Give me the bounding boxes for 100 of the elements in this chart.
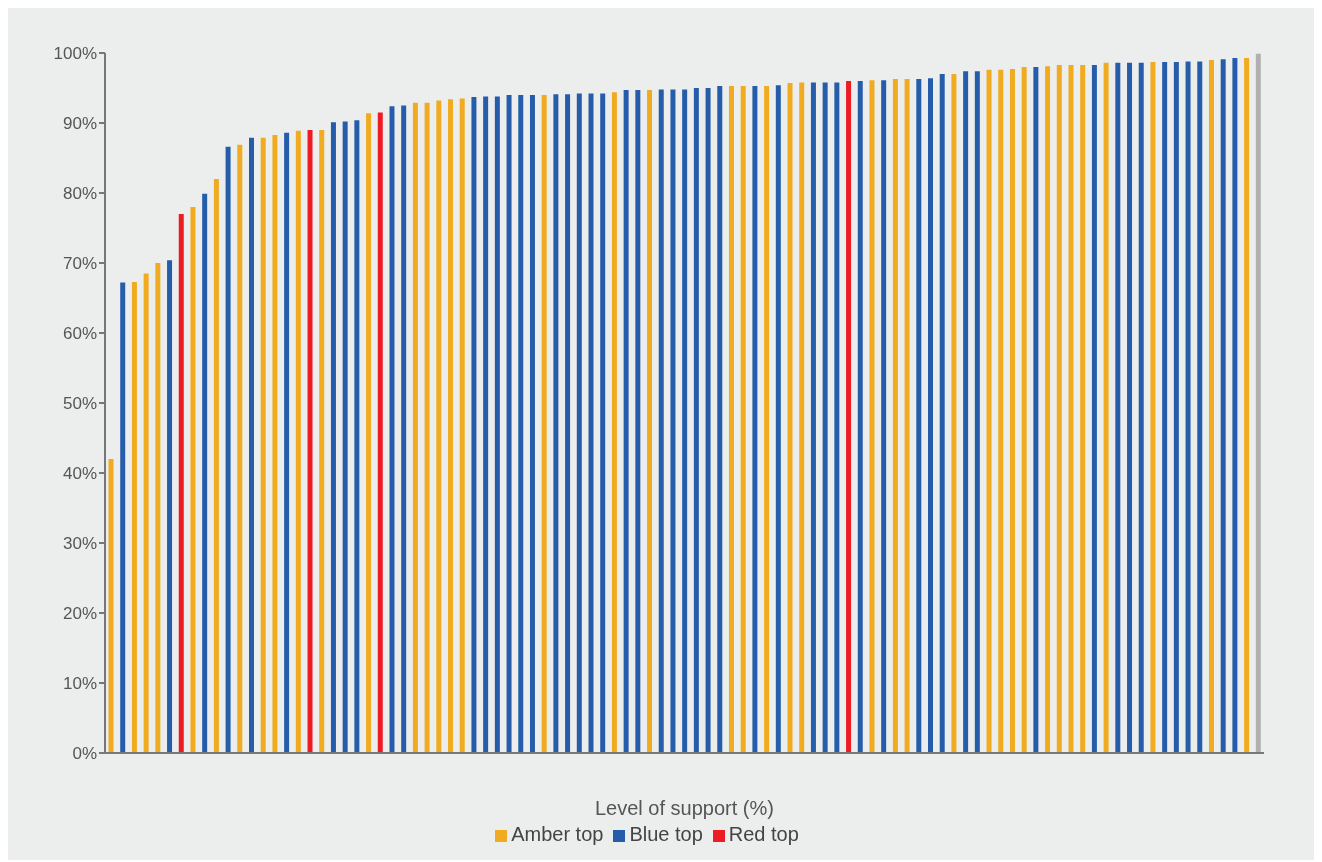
bar xyxy=(869,80,875,753)
y-tick-label: 100% xyxy=(53,44,97,64)
bar xyxy=(494,96,500,753)
bar xyxy=(553,94,559,753)
bar xyxy=(424,102,430,753)
bar xyxy=(752,85,758,753)
bar xyxy=(178,214,184,753)
y-tick-label: 70% xyxy=(62,254,97,274)
bar xyxy=(213,179,219,753)
bar xyxy=(986,69,992,753)
bar xyxy=(588,93,594,753)
bar xyxy=(108,459,114,753)
bar xyxy=(143,273,149,753)
bar xyxy=(822,82,828,753)
bar xyxy=(857,81,863,753)
bar xyxy=(249,137,254,753)
bar xyxy=(389,106,395,753)
bar xyxy=(366,113,372,753)
bar xyxy=(775,85,781,753)
bar xyxy=(401,105,407,753)
y-tick-label: 50% xyxy=(62,394,97,414)
y-tick-label: 0% xyxy=(72,744,97,764)
bar xyxy=(834,82,840,753)
bar xyxy=(448,99,454,753)
y-tick-label: 90% xyxy=(62,114,97,134)
bar xyxy=(295,130,301,753)
bar xyxy=(237,144,243,753)
bar xyxy=(693,88,699,753)
bar xyxy=(728,85,734,753)
bar xyxy=(939,74,945,753)
bar xyxy=(1021,67,1027,753)
bar xyxy=(307,130,313,753)
y-tick-label: 40% xyxy=(62,464,97,484)
bar xyxy=(764,85,770,753)
bar xyxy=(120,282,126,753)
bar xyxy=(1173,62,1179,753)
bar xyxy=(1208,60,1214,753)
bar xyxy=(682,89,688,753)
bar xyxy=(963,71,969,753)
bar xyxy=(1232,57,1238,753)
bar xyxy=(740,85,746,753)
bar xyxy=(518,95,524,753)
bar xyxy=(1115,62,1121,753)
bar xyxy=(471,97,477,753)
bar xyxy=(1255,53,1261,753)
bar xyxy=(998,69,1004,753)
y-tick-label: 20% xyxy=(62,604,97,624)
bar xyxy=(1103,62,1109,753)
bar xyxy=(928,78,934,753)
bar xyxy=(670,89,676,753)
bar xyxy=(459,98,465,753)
bar xyxy=(951,74,957,753)
x-axis-title: Level of support (%) xyxy=(595,797,774,819)
bar xyxy=(155,263,161,753)
bar xyxy=(1033,67,1039,753)
bar xyxy=(1185,61,1191,753)
y-tick-label: 80% xyxy=(62,184,97,204)
bar xyxy=(1197,61,1203,753)
bar xyxy=(1220,59,1226,753)
bar xyxy=(541,95,547,753)
bar xyxy=(167,260,173,753)
bar xyxy=(1045,66,1051,753)
bar xyxy=(611,92,617,753)
bar xyxy=(354,120,360,753)
bar xyxy=(1162,62,1168,753)
bar xyxy=(412,102,418,753)
y-tick-label: 30% xyxy=(62,534,97,554)
bar xyxy=(810,82,816,753)
bar xyxy=(506,95,512,753)
bar xyxy=(881,80,887,753)
legend-label: Amber top xyxy=(511,823,604,845)
bar xyxy=(202,193,208,753)
bar xyxy=(260,137,266,753)
y-tick-label: 60% xyxy=(62,324,97,344)
bar xyxy=(483,96,489,753)
bar xyxy=(717,85,723,753)
bar xyxy=(705,88,711,753)
bar xyxy=(1091,64,1097,753)
bar xyxy=(635,90,641,753)
bar xyxy=(658,89,664,753)
bar xyxy=(436,100,442,753)
bar xyxy=(284,132,290,753)
bar xyxy=(787,83,793,753)
bar xyxy=(319,130,325,753)
bar xyxy=(330,122,336,753)
bar xyxy=(225,146,231,753)
bar xyxy=(1009,69,1015,753)
bar xyxy=(1068,64,1074,753)
bar xyxy=(799,82,805,753)
legend-label: Red top xyxy=(728,823,799,845)
bar xyxy=(1244,57,1250,753)
bar xyxy=(565,94,571,753)
bar xyxy=(904,78,910,753)
bar xyxy=(272,134,278,753)
bar xyxy=(342,121,348,753)
y-tick-label: 10% xyxy=(62,674,97,694)
bar xyxy=(623,90,629,753)
bar xyxy=(1056,64,1062,753)
bar xyxy=(600,93,606,753)
bar xyxy=(916,78,922,753)
